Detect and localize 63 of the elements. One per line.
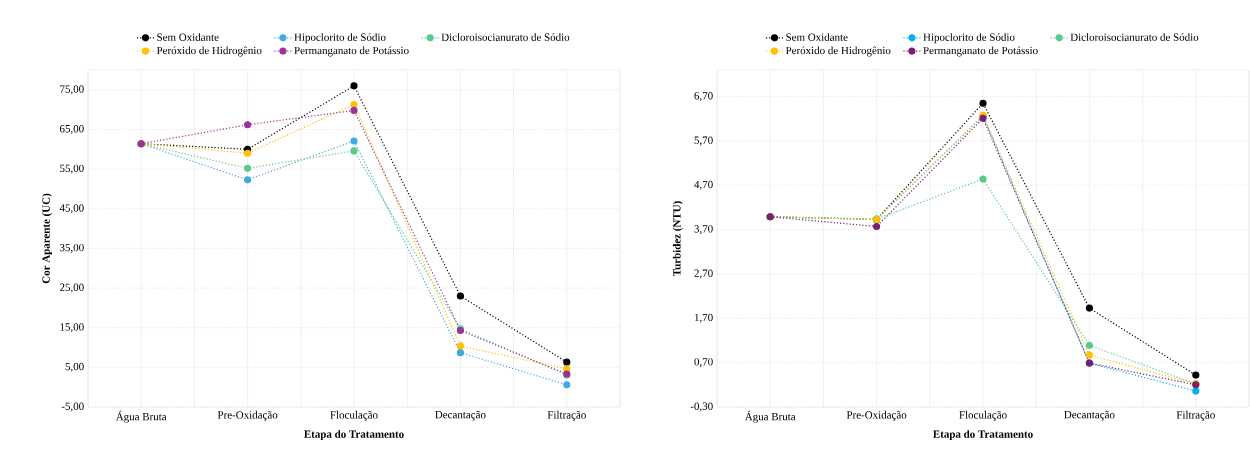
point (244, 149, 252, 157)
y-tick-label: 55,00 (60, 164, 84, 174)
y-tick-label: -0,30 (690, 402, 713, 412)
legend-label: Permanganato de Potássio (923, 46, 1038, 57)
legend-label: Peróxido de Hidrogênio (785, 46, 891, 57)
y-tick-label: 1,70 (694, 313, 713, 323)
y-tick-label: 25,00 (59, 283, 84, 293)
legend-label: Dicloroisocianurato de Sódio (441, 33, 570, 41)
y-tick-label: 45,00 (59, 204, 84, 214)
legend-label: Peróxido de Hidrogênio (156, 46, 262, 57)
point (979, 175, 987, 183)
y-tick-label: -5,00 (61, 402, 84, 412)
y-tick-label: 75,00 (60, 85, 84, 95)
y-tick-label: 0,70 (694, 358, 713, 368)
y-tick-label: 35,00 (60, 243, 84, 253)
point (1085, 351, 1093, 359)
y-tick-label: 5,70 (694, 136, 713, 146)
legend-label: Hipoclorito de Sódio (294, 33, 386, 44)
point (1192, 371, 1200, 379)
point (1085, 341, 1093, 349)
point (244, 176, 252, 184)
point (456, 349, 464, 357)
x-tick-label: Decantação (435, 410, 486, 421)
point (873, 222, 881, 231)
legend-label: Hipoclorito de Sódio (923, 33, 1015, 44)
point (350, 82, 358, 90)
point (563, 381, 571, 389)
y-tick-label: 2,70 (694, 269, 713, 279)
x-tick-label: Floculação (330, 410, 378, 421)
x-tick-label: Decantação (1064, 410, 1115, 421)
point (350, 147, 358, 155)
point (350, 100, 358, 109)
point (244, 121, 252, 129)
point (979, 99, 987, 107)
y-tick-label: 3,70 (694, 225, 713, 235)
x-tick-label: Pre-Oxidação (217, 410, 278, 421)
legend-label: Sem Oxidante (786, 33, 848, 41)
x-axis-title: Etapa do Tratamento (933, 430, 1033, 441)
point (350, 106, 358, 115)
point (1192, 387, 1200, 395)
x-tick-label: Pre-Oxidação (846, 410, 907, 421)
x-tick-label: Filtração (547, 410, 586, 421)
x-tick-label: Filtração (1176, 410, 1215, 421)
point (456, 292, 464, 300)
y-tick-label: 6,70 (694, 92, 713, 102)
y-tick-label: 5,00 (65, 362, 84, 372)
point (1085, 304, 1093, 312)
y-axis-title: Turbidez (NTU) (672, 201, 683, 277)
legend-label: Dicloroisocianurato de Sódio (1070, 33, 1199, 41)
x-tick-label: Água Bruta (115, 410, 167, 423)
y-axis-title: Cor Aparente (UC) (42, 193, 52, 284)
legend-label: Permanganato de Potássio (294, 46, 409, 57)
point (350, 137, 358, 145)
x-tick-label: Água Bruta (744, 410, 796, 423)
x-axis-title: Etapa do Tratamento (304, 430, 404, 441)
point (244, 164, 252, 172)
x-tick-label: Floculação (959, 410, 1007, 421)
y-tick-label: 4,70 (694, 180, 713, 190)
y-tick-label: 15,00 (60, 323, 84, 333)
legend-label: Sem Oxidante (157, 33, 219, 41)
y-tick-label: 65,00 (59, 124, 84, 134)
point (456, 342, 464, 350)
point (563, 358, 571, 366)
